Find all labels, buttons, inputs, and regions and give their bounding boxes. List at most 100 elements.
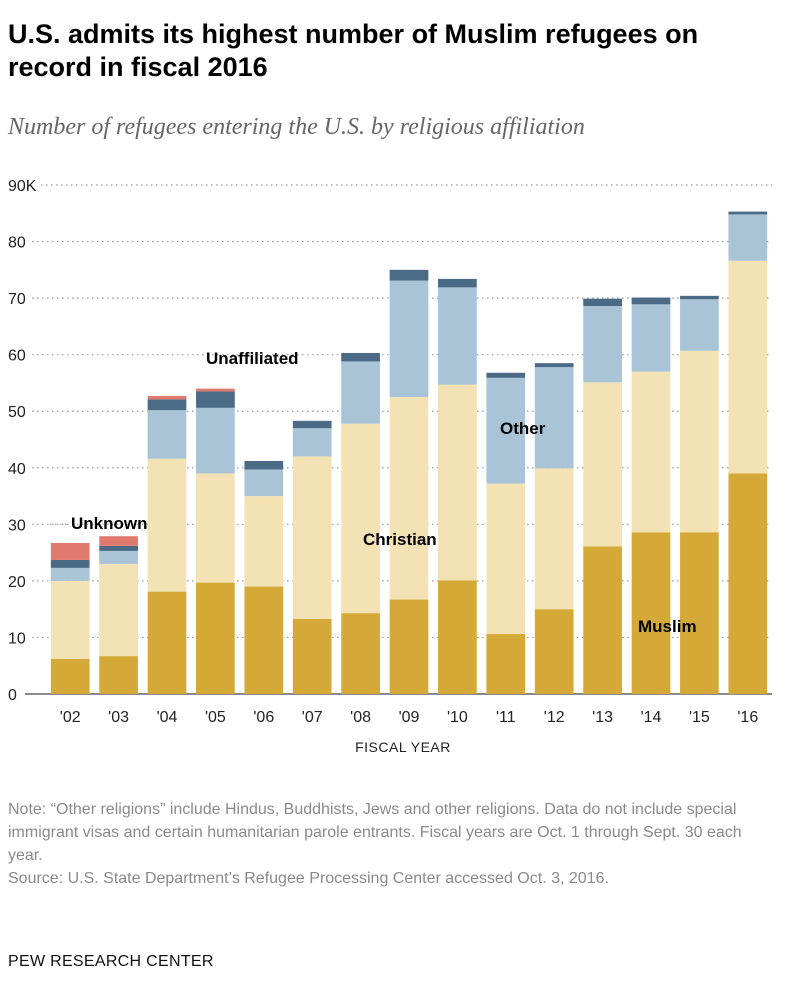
annotation-unaffiliated: Unaffiliated (206, 349, 299, 368)
x-tick-label: '02 (60, 709, 81, 726)
y-tick-label: 60 (8, 348, 26, 365)
bar-other-12 (534, 363, 574, 368)
bar-unknown-04 (147, 395, 187, 400)
bar-muslim-15 (680, 532, 719, 694)
bar-christian-05 (196, 473, 235, 583)
bar-unaffiliated-02 (50, 567, 90, 581)
x-tick-label: '15 (689, 709, 710, 726)
bar-muslim-04 (147, 591, 187, 694)
bar-unknown-02 (50, 542, 90, 560)
bar-christian-11 (486, 483, 526, 635)
bar-unaffiliated-07 (292, 428, 332, 457)
bar-christian-13 (583, 382, 622, 547)
bar-unaffiliated-12 (534, 367, 574, 469)
x-tick-label: '03 (108, 709, 129, 726)
tick-labels: 0 10 20 30 40 50 60 70 80 90K '02 '03 '04 '05 '06 '07 '0… (8, 178, 758, 726)
bar-muslim-12 (534, 609, 574, 694)
y-tick-label: 20 (8, 574, 26, 591)
bar-unknown-03 (99, 536, 138, 546)
y-tick-label: 80 (8, 235, 26, 252)
bar-muslim-10 (438, 580, 477, 694)
bar-muslim-14 (631, 532, 671, 694)
bars-layer (50, 211, 768, 694)
annotation-other: Other (500, 419, 546, 438)
x-tick-label: '12 (544, 709, 565, 726)
bar-unaffiliated-08 (341, 361, 380, 424)
bar-unknown-05 (196, 388, 235, 392)
bar-muslim-16 (728, 473, 768, 694)
bar-other-10 (438, 278, 477, 288)
bar-muslim-07 (292, 618, 332, 694)
bar-other-04 (147, 399, 187, 411)
x-tick-label: '16 (737, 709, 758, 726)
bar-unaffiliated-04 (147, 410, 187, 459)
bar-other-14 (631, 297, 671, 305)
x-tick-label: '13 (592, 709, 613, 726)
notes-block: Note: “Other religions” include Hindus, … (8, 798, 778, 890)
bar-muslim-13 (583, 546, 622, 694)
bar-christian-16 (728, 260, 768, 474)
bar-unaffiliated-15 (680, 299, 719, 351)
y-tick-label: 10 (8, 630, 26, 647)
bar-unaffiliated-16 (728, 214, 768, 261)
bar-christian-04 (147, 458, 187, 592)
bar-muslim-05 (196, 582, 235, 694)
y-tick-label: 90K (8, 178, 37, 195)
bar-christian-10 (438, 384, 477, 581)
bar-christian-08 (341, 423, 380, 614)
bar-muslim-03 (99, 656, 138, 694)
bar-muslim-06 (244, 586, 284, 694)
y-tick-label: 70 (8, 291, 26, 308)
x-tick-label: '06 (253, 709, 274, 726)
x-tick-label: '10 (447, 709, 468, 726)
y-tick-label: 0 (8, 687, 17, 704)
y-tick-label: 50 (8, 404, 26, 421)
bar-christian-02 (50, 580, 90, 659)
y-tick-label: 40 (8, 461, 26, 478)
chart-title: U.S. admits its highest number of Muslim… (8, 19, 699, 82)
bar-other-05 (196, 391, 235, 408)
stacked-bar-chart: 0 10 20 30 40 50 60 70 80 90K '02 '03 '04 '05 '06 '07 '0… (8, 178, 772, 755)
x-axis-title: FISCAL YEAR (355, 739, 451, 755)
bar-other-08 (341, 352, 380, 362)
x-tick-label: '05 (205, 709, 226, 726)
bar-unaffiliated-09 (389, 280, 429, 398)
x-tick-label: '11 (496, 709, 516, 726)
bar-muslim-11 (486, 634, 526, 694)
bar-christian-12 (534, 468, 574, 610)
bar-other-11 (486, 372, 526, 378)
bar-unaffiliated-05 (196, 407, 235, 474)
bar-christian-15 (680, 350, 719, 533)
bar-other-13 (583, 298, 622, 307)
bar-christian-03 (99, 563, 138, 657)
note-text: Note: “Other religions” include Hindus, … (8, 801, 742, 864)
annotation-christian: Christian (363, 530, 437, 549)
bar-muslim-02 (50, 658, 90, 694)
bar-christian-09 (389, 397, 429, 600)
y-tick-label: 30 (8, 517, 26, 534)
x-tick-label: '07 (302, 709, 323, 726)
bar-unaffiliated-06 (244, 469, 284, 497)
bar-unaffiliated-10 (438, 287, 477, 385)
bar-unaffiliated-13 (583, 306, 622, 383)
bar-muslim-08 (341, 613, 380, 694)
bar-unaffiliated-14 (631, 304, 671, 372)
bar-other-06 (244, 460, 284, 470)
source-text: Source: U.S. State Department’s Refugee … (8, 870, 609, 887)
bar-other-02 (50, 559, 90, 568)
bar-christian-07 (292, 456, 332, 619)
bar-other-15 (680, 295, 719, 300)
x-tick-label: '04 (157, 709, 178, 726)
footer-credit: PEW RESEARCH CENTER (8, 953, 214, 970)
bar-unaffiliated-03 (99, 550, 138, 564)
x-tick-label: '09 (399, 709, 420, 726)
bar-muslim-09 (389, 599, 429, 694)
bar-other-07 (292, 420, 332, 429)
bar-christian-14 (631, 371, 671, 533)
x-tick-label: '08 (350, 709, 371, 726)
bar-other-03 (99, 545, 138, 551)
bar-unaffiliated-11 (486, 377, 526, 484)
annotation-unknown: Unknown (71, 514, 148, 533)
bar-christian-06 (244, 496, 284, 587)
bar-other-16 (728, 211, 768, 215)
